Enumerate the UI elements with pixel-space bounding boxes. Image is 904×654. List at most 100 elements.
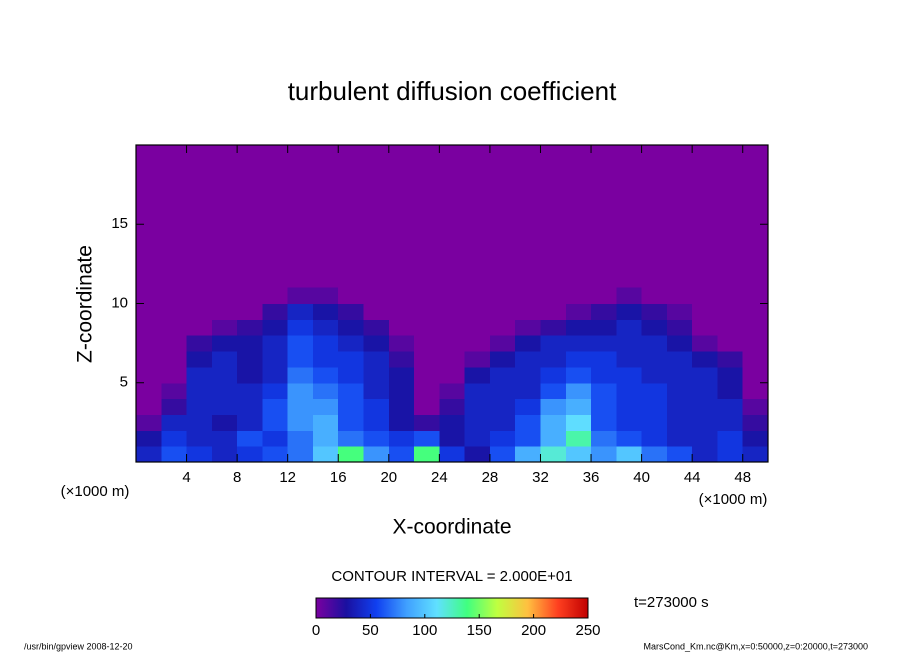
- heat-cell: [591, 414, 617, 431]
- heat-cell: [742, 382, 769, 400]
- heat-cell: [262, 446, 289, 463]
- heat-cell: [439, 382, 466, 400]
- y-tick-label: 15: [111, 215, 128, 232]
- x-tick-label: 32: [532, 469, 549, 486]
- heat-cell: [540, 414, 567, 431]
- heat-cell: [237, 430, 263, 447]
- heat-cell: [616, 430, 643, 447]
- heat-cell: [262, 303, 289, 320]
- heat-cell: [692, 287, 718, 304]
- x-tick-label: 20: [380, 469, 397, 486]
- heat-cell: [464, 335, 491, 352]
- heat-cell: [515, 287, 541, 304]
- heat-cell: [591, 398, 617, 415]
- heat-cell: [464, 303, 491, 320]
- heat-cell: [489, 335, 516, 352]
- y-tick-label: 5: [120, 374, 128, 391]
- heat-cell: [287, 366, 314, 384]
- heat-cell: [464, 382, 491, 400]
- heat-cell: [641, 319, 668, 336]
- heat-cell: [742, 303, 769, 320]
- heat-cell: [363, 319, 390, 336]
- heat-cell: [312, 287, 339, 304]
- heat-cell: [565, 366, 592, 384]
- heat-cell: [641, 430, 668, 447]
- heat-cell: [591, 366, 617, 384]
- heat-cell: [388, 335, 415, 352]
- heat-cell: [237, 351, 263, 368]
- heat-cell: [641, 446, 668, 463]
- heat-cell: [692, 414, 718, 431]
- heat-cell: [287, 319, 314, 336]
- heat-cell: [338, 303, 365, 320]
- heat-cell: [439, 366, 466, 384]
- heat-cell: [565, 335, 592, 352]
- heat-cell: [388, 446, 415, 463]
- heat-cell: [338, 335, 365, 352]
- heat-cell: [464, 446, 491, 463]
- heat-cell: [186, 446, 213, 463]
- heat-cell: [136, 287, 162, 304]
- x-units: (×1000 m): [699, 491, 768, 508]
- heat-cell: [742, 335, 769, 352]
- heat-cell: [666, 351, 693, 368]
- heat-cell: [591, 319, 617, 336]
- heat-cell: [565, 414, 592, 431]
- heat-cell: [211, 446, 238, 463]
- heat-cell: [211, 319, 238, 336]
- heat-cell: [717, 319, 744, 336]
- heat-cell: [591, 287, 617, 304]
- heat-cell: [717, 414, 744, 431]
- heat-cell: [515, 335, 541, 352]
- heat-cell: [489, 287, 516, 304]
- heat-cell: [464, 414, 491, 431]
- heat-cell: [742, 351, 769, 368]
- colorbar-tick-label: 50: [362, 622, 379, 639]
- heat-cell: [211, 382, 238, 400]
- heat-cell: [211, 335, 238, 352]
- heat-cell: [312, 351, 339, 368]
- heat-cell: [161, 335, 188, 352]
- heat-cell: [388, 351, 415, 368]
- x-tick-label: 48: [734, 469, 751, 486]
- heat-cell: [641, 382, 668, 400]
- heat-cell: [489, 319, 516, 336]
- heat-cell: [161, 351, 188, 368]
- heat-cell: [439, 287, 466, 304]
- heat-cell: [363, 430, 390, 447]
- heat-cell: [287, 335, 314, 352]
- heat-cell: [363, 446, 390, 463]
- heat-cell: [414, 351, 440, 368]
- heat-cell: [692, 398, 718, 415]
- heat-cell: [616, 287, 643, 304]
- heat-cell: [515, 351, 541, 368]
- heat-cell: [237, 382, 263, 400]
- heat-cell: [211, 351, 238, 368]
- heat-cell: [312, 382, 339, 400]
- heat-cell: [616, 382, 643, 400]
- heat-cell: [515, 366, 541, 384]
- heat-cell: [616, 414, 643, 431]
- heat-cell: [414, 366, 440, 384]
- heat-cell: [237, 366, 263, 384]
- heat-cell: [414, 303, 440, 320]
- heat-cell: [136, 398, 162, 415]
- heat-cell: [591, 430, 617, 447]
- heat-cell: [262, 430, 289, 447]
- heat-cell: [489, 414, 516, 431]
- chart-title: turbulent diffusion coefficient: [288, 76, 617, 106]
- heat-cell: [414, 382, 440, 400]
- x-tick-label: 12: [279, 469, 296, 486]
- heat-cell: [515, 319, 541, 336]
- heat-cell: [540, 382, 567, 400]
- heat-cell: [616, 303, 643, 320]
- heat-cell: [616, 398, 643, 415]
- x-tick-label: 36: [583, 469, 600, 486]
- heat-cell: [312, 303, 339, 320]
- heat-cell: [363, 351, 390, 368]
- heat-cell: [717, 351, 744, 368]
- heat-cell: [338, 319, 365, 336]
- heat-cell: [262, 287, 289, 304]
- heat-cell: [237, 303, 263, 320]
- heat-cell: [388, 303, 415, 320]
